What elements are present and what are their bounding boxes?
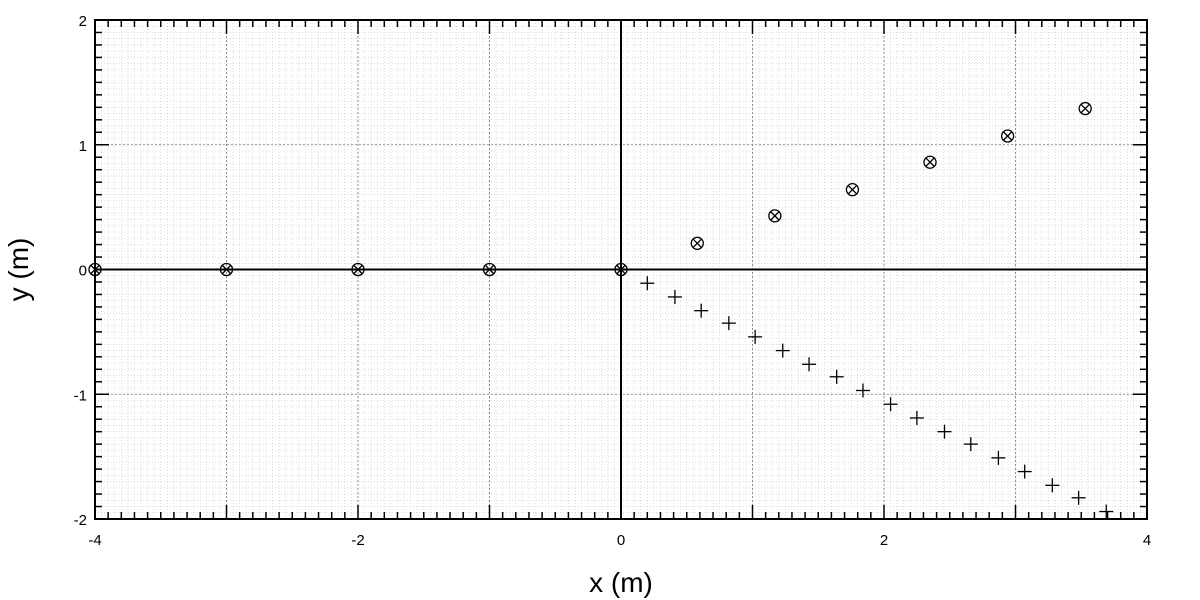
data-point-plus: [1099, 504, 1114, 519]
data-point-plus: [963, 437, 978, 452]
data-point-plus: [640, 276, 655, 291]
marker-circle: [768, 209, 782, 223]
y-tick-label: 1: [79, 138, 87, 155]
y-tick-label: 0: [79, 263, 87, 280]
data-point-plus: [991, 450, 1006, 465]
data-point-circled-x: [768, 209, 782, 223]
marker-circle: [88, 262, 102, 277]
data-point-circled-x: [88, 262, 102, 277]
x-tick-label: -2: [351, 532, 364, 549]
data-point-plus: [748, 329, 763, 344]
marker-cross-b: [353, 265, 363, 274]
data-point-plus: [1071, 490, 1086, 505]
marker-circle: [1078, 101, 1092, 116]
data-point-circled-x: [219, 262, 234, 277]
data-point-plus: [883, 397, 898, 412]
marker-cross-b: [925, 157, 935, 167]
marker-cross-b: [90, 265, 100, 274]
x-tick-label: 2: [880, 532, 888, 549]
marker-cross-b: [1003, 131, 1013, 141]
marker-cross-b: [692, 238, 702, 248]
data-point-circled-x: [845, 183, 860, 197]
y-tick-label: -2: [74, 512, 87, 529]
marker-cross-b: [616, 265, 626, 274]
data-point-circled-x: [1000, 129, 1015, 143]
marker-circle: [482, 262, 497, 277]
data-point-plus: [855, 383, 870, 398]
x-tick-label: 4: [1143, 532, 1151, 549]
marker-cross-b: [770, 211, 780, 221]
y-tick-label: 2: [79, 13, 87, 30]
data-point-circled-x: [482, 262, 497, 277]
marker-cross-b: [1080, 104, 1090, 114]
data-point-plus: [775, 343, 790, 358]
marker-circle: [1000, 129, 1015, 143]
marker-circle: [690, 236, 704, 250]
marker-circle: [923, 155, 937, 169]
data-point-plus: [694, 303, 709, 318]
data-point-circled-x: [690, 236, 704, 250]
marker-circle: [845, 183, 860, 197]
data-point-plus: [721, 316, 736, 331]
marker-circle: [614, 262, 628, 277]
marker-cross-b: [222, 265, 231, 274]
data-point-plus: [1045, 478, 1060, 493]
data-point-plus: [909, 410, 924, 425]
data-point-circled-x: [614, 262, 628, 277]
data-point-circled-x: [1078, 101, 1092, 116]
x-tick-label: -4: [88, 532, 101, 549]
x-axis-title: x (m): [589, 567, 653, 598]
data-point-circled-x: [923, 155, 937, 169]
marker-cross-b: [847, 185, 857, 195]
marker-circle: [219, 262, 234, 277]
data-point-plus: [1017, 464, 1032, 479]
data-points: [88, 101, 1114, 519]
marker-cross-b: [485, 265, 494, 274]
y-axis-title: y (m): [3, 238, 34, 302]
data-point-plus: [937, 424, 952, 439]
marker-circle: [351, 262, 365, 277]
data-point-plus: [802, 357, 817, 372]
data-point-plus: [829, 369, 844, 384]
y-tick-label: -1: [74, 387, 87, 404]
data-point-plus: [667, 289, 682, 304]
x-tick-label: 0: [617, 532, 625, 549]
data-point-circled-x: [351, 262, 365, 277]
